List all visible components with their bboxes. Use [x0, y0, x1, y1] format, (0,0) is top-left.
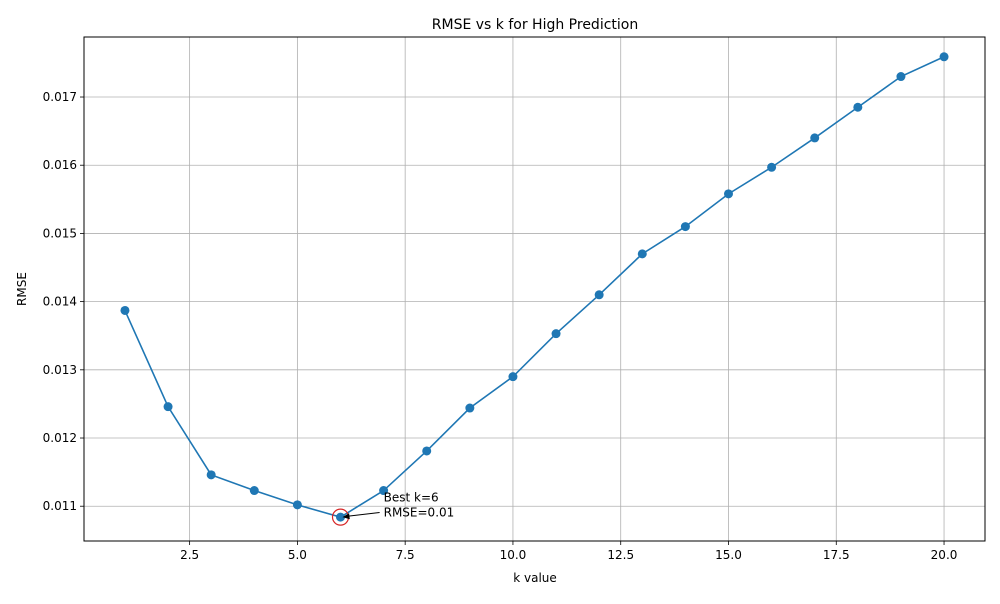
data-point	[723, 189, 733, 199]
x-tick-label: 12.5	[607, 548, 634, 562]
x-axis-ticks: 2.5 5.0 7.5 10.0 12.5 15.0 17.5 20.0	[180, 541, 957, 562]
y-tick-label: 0.016	[43, 158, 77, 172]
data-point	[767, 162, 777, 172]
x-tick-label: 10.0	[500, 548, 527, 562]
y-tick-label: 0.012	[43, 431, 77, 445]
data-point	[637, 249, 647, 259]
y-axis-ticks: 0.011 0.012 0.013 0.014 0.015 0.016 0.017	[43, 90, 84, 513]
data-point	[422, 446, 432, 456]
data-point	[939, 52, 949, 62]
series-markers	[120, 52, 949, 522]
x-tick-label: 7.5	[396, 548, 415, 562]
data-point	[810, 133, 820, 143]
y-tick-label: 0.014	[43, 295, 77, 309]
annotation-best-k: Best k=6	[384, 490, 439, 504]
data-point	[120, 305, 130, 315]
y-tick-label: 0.017	[43, 90, 77, 104]
data-point	[206, 470, 216, 480]
y-tick-label: 0.015	[43, 226, 77, 240]
chart-title: RMSE vs k for High Prediction	[432, 17, 638, 33]
annotation-arrow	[348, 511, 380, 517]
data-point	[163, 402, 173, 412]
series-line-layer	[124, 56, 945, 518]
grid	[84, 37, 985, 541]
annotation-arrowhead	[342, 513, 350, 520]
data-point	[508, 372, 518, 382]
data-point	[896, 72, 906, 82]
annotation-rmse: RMSE=0.01	[384, 505, 455, 519]
y-axis-label: RMSE	[15, 272, 29, 306]
x-tick-label: 17.5	[823, 548, 850, 562]
data-point	[680, 222, 690, 232]
plot-area	[83, 36, 986, 542]
data-point	[594, 290, 604, 300]
x-axis-label: k value	[513, 571, 557, 585]
data-point	[465, 403, 475, 413]
y-tick-label: 0.013	[43, 363, 77, 377]
x-tick-label: 15.0	[715, 548, 742, 562]
y-tick-label: 0.011	[43, 499, 77, 513]
x-tick-label: 20.0	[931, 548, 958, 562]
series-line	[124, 56, 945, 518]
x-tick-label: 5.0	[288, 548, 307, 562]
data-point	[292, 500, 302, 510]
data-point	[249, 486, 259, 496]
annotation: Best k=6 RMSE=0.01	[342, 490, 455, 520]
data-point	[379, 486, 389, 496]
data-point	[336, 512, 346, 522]
data-point	[551, 329, 561, 339]
data-point	[853, 102, 863, 112]
x-tick-label: 2.5	[180, 548, 199, 562]
